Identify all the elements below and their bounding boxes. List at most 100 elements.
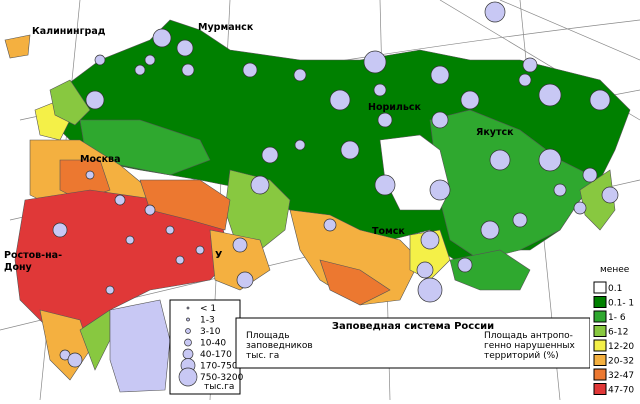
city-label: Томск [372, 226, 405, 237]
color-swatch [593, 310, 607, 323]
area-legend-text: Площадь [246, 331, 290, 341]
reserve-circle [67, 352, 83, 368]
color-legend-label: 32-47 [608, 371, 634, 381]
disturbance-legend-text: территорий (%) [484, 351, 559, 361]
size-legend-label: 1-3 [200, 316, 215, 326]
reserve-circle [582, 167, 598, 183]
reserve-circle [538, 83, 562, 107]
color-swatch [593, 296, 607, 308]
reserve-circle [420, 230, 440, 250]
reserve-circle [114, 194, 126, 206]
reserve-circle [374, 174, 396, 196]
color-legend: 0.1 0.1- 1 1- 6 6-12 12-20 20-32 32-47 47-70 [593, 281, 634, 396]
reserve-circle [377, 112, 393, 128]
color-legend-label: 1- 6 [608, 313, 626, 323]
size-legend-label: 10-40 [200, 339, 226, 349]
reserve-circle [363, 50, 387, 74]
reserve-circle [105, 285, 115, 295]
color-legend-label: 20-32 [608, 357, 634, 367]
reserve-circles [52, 1, 619, 368]
reserve-circle [329, 89, 351, 111]
reserve-circle [294, 139, 306, 151]
reserve-circle [144, 54, 156, 66]
title-box [235, 317, 591, 369]
reserve-circle [480, 220, 500, 240]
disturbance-legend-text: Площадь антропо- [484, 331, 573, 341]
reserve-circle [323, 218, 337, 232]
reserve-circle [181, 63, 195, 77]
map-title: Заповедная система России [332, 321, 494, 332]
reserve-circle [518, 73, 532, 87]
reserve-circle [538, 148, 562, 172]
reserve-circle [293, 68, 307, 82]
reserve-circle [85, 90, 105, 110]
reserve-circle [431, 111, 449, 129]
city-label: Москва [80, 154, 120, 165]
city-label: У [215, 250, 223, 261]
reserve-circle [250, 175, 270, 195]
reserve-circle [175, 255, 185, 265]
reserve-circle [236, 271, 254, 289]
area-legend-text: тыс. га [246, 351, 279, 361]
size-legend-symbol [186, 317, 190, 322]
color-legend-label: 12-20 [608, 342, 634, 352]
size-legend-label: 3-10 [200, 327, 221, 337]
size-legend-symbol [184, 338, 192, 347]
reserve-circle [134, 64, 146, 76]
reserve-circle [152, 28, 172, 48]
color-legend-label: 47-70 [608, 386, 634, 396]
reserve-circle [430, 65, 450, 85]
reserve-circle [512, 212, 528, 228]
reserve-circle [85, 170, 95, 180]
size-legend-symbol [185, 328, 191, 334]
reserve-circle [417, 277, 443, 303]
reserve-circle [125, 235, 135, 245]
size-legend-symbol [186, 306, 190, 310]
city-label: Якутск [476, 127, 514, 138]
reserve-circle [601, 186, 619, 204]
city-label: Калининград [32, 26, 106, 37]
reserve-circle [573, 201, 587, 215]
size-legend-symbol [182, 348, 194, 360]
reserve-circle [195, 245, 205, 255]
reserve-circle [522, 57, 538, 73]
reserve-circle [416, 261, 434, 279]
reserve-circle [457, 257, 473, 273]
city-label: Норильск [368, 102, 422, 113]
reserve-circle [460, 90, 480, 110]
reserve-circle [261, 146, 279, 164]
color-legend-header: менее [600, 265, 630, 275]
reserve-circle [553, 183, 567, 197]
size-legend-label: 170-750 [200, 362, 238, 372]
city-label: Дону [4, 262, 33, 273]
color-swatch [593, 368, 607, 381]
reserve-circle [165, 225, 175, 235]
color-swatch [593, 354, 607, 366]
color-legend-label: 0.1 [608, 284, 622, 294]
size-legend-label: 750-3200 [200, 373, 244, 383]
city-label: Мурманск [198, 22, 254, 33]
area-legend-text: заповедников [246, 341, 313, 351]
size-legend-label: < 1 [200, 304, 216, 314]
reserve-circle [484, 1, 506, 23]
color-swatch [593, 383, 607, 395]
size-legend-symbol [178, 367, 198, 387]
reserve-circle [144, 204, 156, 216]
color-swatch [593, 281, 607, 294]
reserve-circle [489, 149, 511, 171]
reserve-circle [373, 83, 387, 97]
reserve-circle [176, 39, 194, 57]
reserve-circle [242, 62, 258, 78]
size-legend-label: 40-170 [200, 350, 232, 360]
city-label: Ростов-на- [4, 250, 62, 261]
reserve-circle [340, 140, 360, 160]
reserve-circle [429, 179, 451, 201]
reserve-circle [94, 54, 106, 66]
size-legend-label: тыс.га [204, 382, 234, 392]
reserve-circle [232, 237, 248, 253]
reserve-circle [52, 222, 68, 238]
color-swatch [593, 339, 607, 352]
color-swatch [593, 325, 607, 337]
